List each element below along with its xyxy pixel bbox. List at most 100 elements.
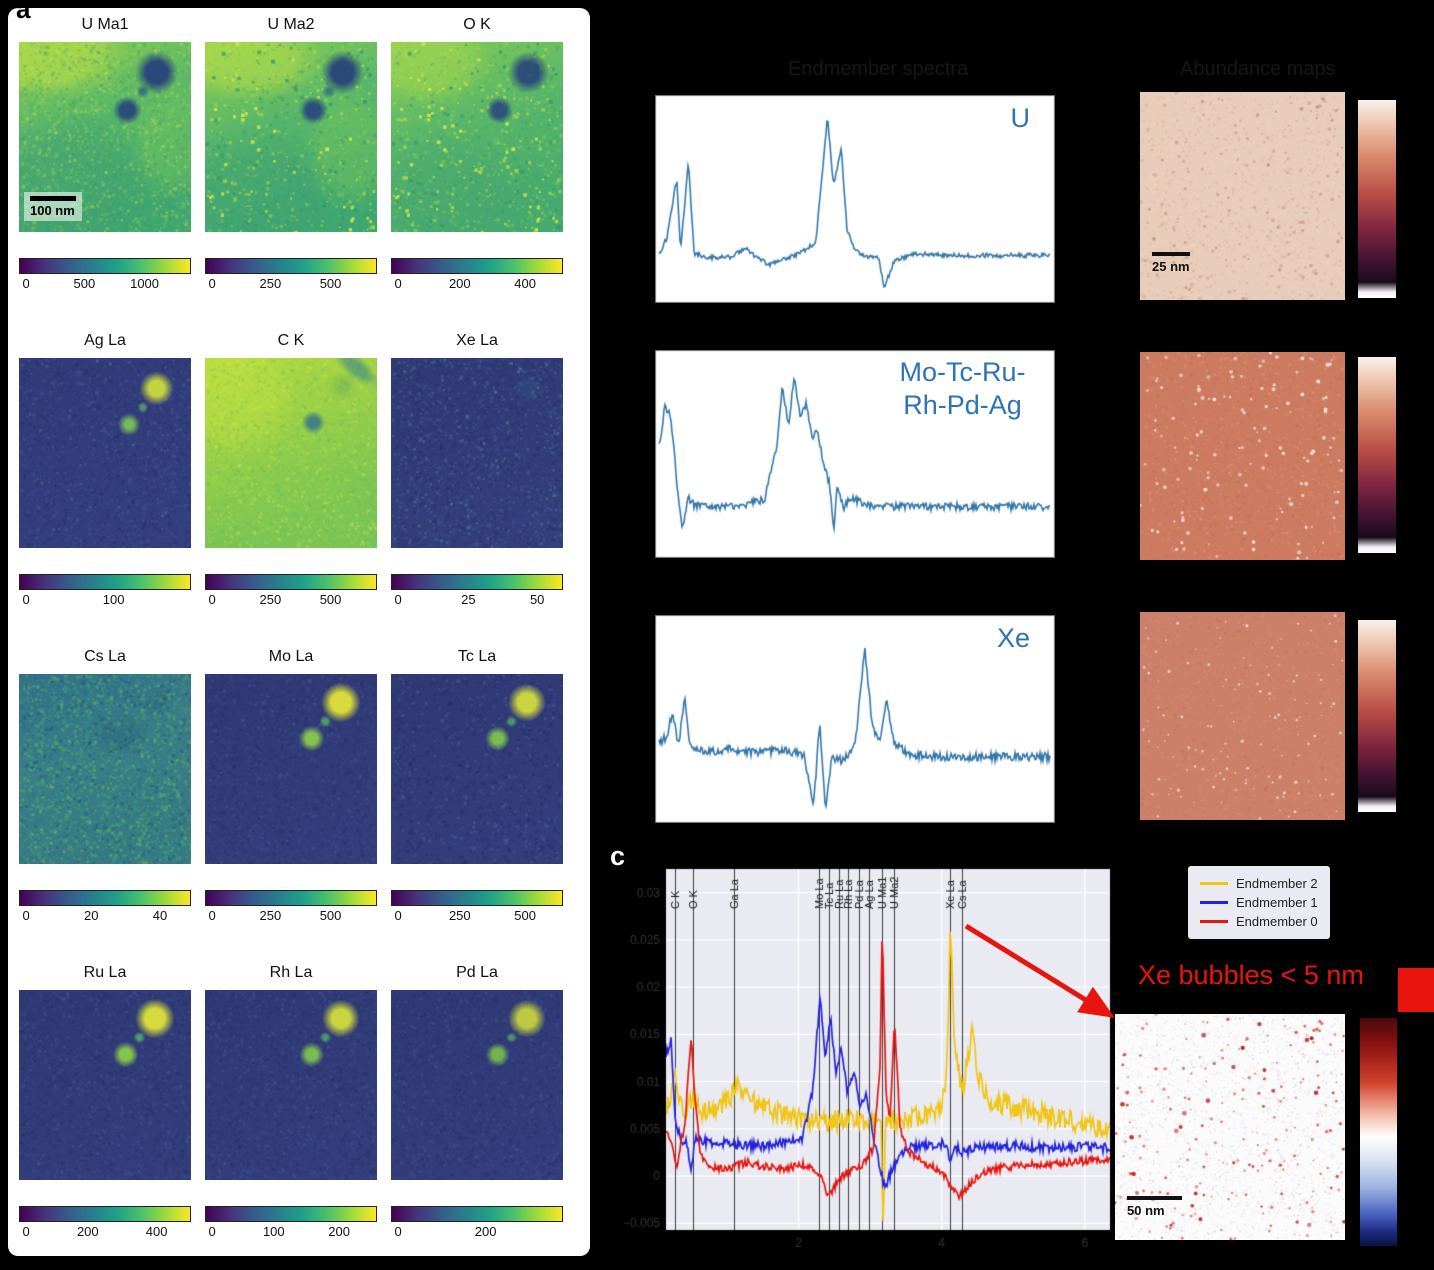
colorbar-tick-label: 250 xyxy=(259,908,282,923)
map-unit-tc-la: Tc La 0 250 500 xyxy=(391,648,563,924)
colorbar-ticks: 0 250 500 xyxy=(391,906,563,924)
scale-bar-line xyxy=(1152,252,1190,256)
map-unit-ru-la: Ru La 0 200 400 xyxy=(19,964,191,1240)
colorbar-tick-label: 500 xyxy=(319,908,342,923)
colorbar-tick-label: 250 xyxy=(259,592,282,607)
map-unit-c-k: C K 0 250 500 xyxy=(205,332,377,608)
map-title: Cs La xyxy=(84,648,126,665)
colorbar-tick-label: 200 xyxy=(474,1224,497,1239)
colorbar-tick-label: 20 xyxy=(84,908,99,923)
colorbar-tick-label: 200 xyxy=(76,1224,99,1239)
colorbar-tick-label: 0 xyxy=(394,908,402,923)
colorbar-ticks: 0 250 500 xyxy=(205,590,377,608)
abundance-map-fission-metals xyxy=(1140,352,1345,560)
legend-swatch xyxy=(1200,920,1228,923)
legend-label: Endmember 2 xyxy=(1236,876,1318,891)
elemental-map-pd-la xyxy=(391,990,563,1180)
elemental-maps-panel: U Ma1 0 500 1000 100 nm U Ma2 0 250 500 O K 0 200 40… xyxy=(8,8,590,1256)
scale-bar-100nm: 100 nm xyxy=(24,192,82,221)
elemental-maps-grid: U Ma1 0 500 1000 100 nm U Ma2 0 250 500 O K 0 200 40… xyxy=(19,16,579,1240)
colorbar-tick-label: 0 xyxy=(22,592,30,607)
elemental-map-o-k xyxy=(391,42,563,232)
legend-entry-2: Endmember 0 xyxy=(1200,912,1318,931)
map-title: Ag La xyxy=(84,332,126,349)
xe-bubbles-annotation: Xe bubbles < 5 nm xyxy=(1138,960,1364,990)
colorbar-tick-label: 250 xyxy=(448,908,471,923)
map-title: Pd La xyxy=(456,964,498,981)
map-title: U Ma2 xyxy=(267,16,315,33)
colorbar-tick-label: 100 xyxy=(262,1224,285,1239)
abundance-colorbar-u xyxy=(1358,100,1396,298)
colorbar-tick-label: 0 xyxy=(208,276,216,291)
xe-map-colorbar xyxy=(1360,1018,1397,1246)
colorbar-u-ma2 xyxy=(205,258,377,274)
colorbar-ticks: 0 100 200 xyxy=(205,1222,377,1240)
elemental-map-ru-la xyxy=(19,990,191,1180)
elemental-map-rh-la xyxy=(205,990,377,1180)
chart-legend: Endmember 2 Endmember 1 Endmember 0 xyxy=(1188,866,1330,939)
abundance-map-u xyxy=(1140,92,1345,300)
colorbar-ticks: 0 500 1000 xyxy=(19,274,191,292)
map-unit-u-ma1: U Ma1 0 500 1000 100 nm xyxy=(19,16,191,292)
legend-swatch xyxy=(1200,901,1228,904)
scale-bar-text: 25 nm xyxy=(1152,259,1190,274)
spectrum-label-xe: Xe xyxy=(996,623,1030,653)
map-title: Tc La xyxy=(457,648,497,665)
legend-swatch xyxy=(1200,882,1228,885)
map-unit-xe-la: Xe La 0 25 50 xyxy=(391,332,563,608)
map-unit-cs-la: Cs La 0 20 40 xyxy=(19,648,191,924)
colorbar-tick-label: 250 xyxy=(259,276,282,291)
map-title: Mo La xyxy=(268,648,314,665)
elemental-map-tc-la xyxy=(391,674,563,864)
elemental-map-c-k xyxy=(205,358,377,548)
map-title: U Ma1 xyxy=(81,16,129,33)
colorbar-tick-label: 1000 xyxy=(130,276,160,291)
endmember-spectrum-plot-u xyxy=(655,95,1055,303)
legend-entry-1: Endmember 1 xyxy=(1200,893,1318,912)
panel-label-a: a xyxy=(16,0,31,24)
abundance-map-xe xyxy=(1140,612,1345,820)
scale-bar-line xyxy=(1127,1196,1182,1200)
colorbar-tc-la xyxy=(391,890,563,906)
red-clipped-block xyxy=(1398,968,1434,1012)
colorbar-ticks: 0 250 500 xyxy=(205,906,377,924)
scale-bar-text: 100 nm xyxy=(30,203,75,218)
colorbar-tick-label: 200 xyxy=(328,1224,351,1239)
colorbar-c-k xyxy=(205,574,377,590)
map-unit-ag-la: Ag La 0 100 xyxy=(19,332,191,608)
abundance-colorbar-fission-metals xyxy=(1358,357,1396,553)
colorbar-ticks: 0 250 500 xyxy=(205,274,377,292)
map-unit-rh-la: Rh La 0 100 200 xyxy=(205,964,377,1240)
colorbar-tick-label: 400 xyxy=(514,276,537,291)
colorbar-tick-label: 0 xyxy=(22,908,30,923)
elemental-map-cs-la xyxy=(19,674,191,864)
colorbar-tick-label: 0 xyxy=(208,1224,216,1239)
scale-bar-25nm: 25 nm xyxy=(1152,252,1190,274)
colorbar-ticks: 0 100 xyxy=(19,590,191,608)
abundance-colorbar-xe xyxy=(1358,620,1396,812)
colorbar-tick-label: 400 xyxy=(145,1224,168,1239)
scale-bar-line xyxy=(30,196,76,201)
legend-label: Endmember 1 xyxy=(1236,895,1318,910)
colorbar-pd-la xyxy=(391,1206,563,1222)
colorbar-tick-label: 500 xyxy=(319,276,342,291)
legend-label: Endmember 0 xyxy=(1236,914,1318,929)
spectrum-label-line1: Mo-Tc-Ru- xyxy=(899,357,1026,387)
colorbar-tick-label: 0 xyxy=(394,592,402,607)
colorbar-tick-label: 500 xyxy=(514,908,537,923)
legend-entry-0: Endmember 2 xyxy=(1200,874,1318,893)
spectrum-label-u: U xyxy=(1010,103,1031,133)
colorbar-o-k xyxy=(391,258,563,274)
endmember-spectrum-plot-fission-metals xyxy=(655,350,1055,558)
colorbar-xe-la xyxy=(391,574,563,590)
scale-bar-text: 50 nm xyxy=(1127,1203,1165,1218)
endmember-intensity-chart xyxy=(620,845,1120,1255)
colorbar-ag-la xyxy=(19,574,191,590)
colorbar-tick-label: 100 xyxy=(102,592,125,607)
colorbar-ticks: 0 200 xyxy=(391,1222,563,1240)
column-header-abundance-maps: Abundance maps xyxy=(1180,58,1336,80)
colorbar-ru-la xyxy=(19,1206,191,1222)
colorbar-mo-la xyxy=(205,890,377,906)
column-header-endmember-spectra: Endmember spectra xyxy=(788,58,969,80)
